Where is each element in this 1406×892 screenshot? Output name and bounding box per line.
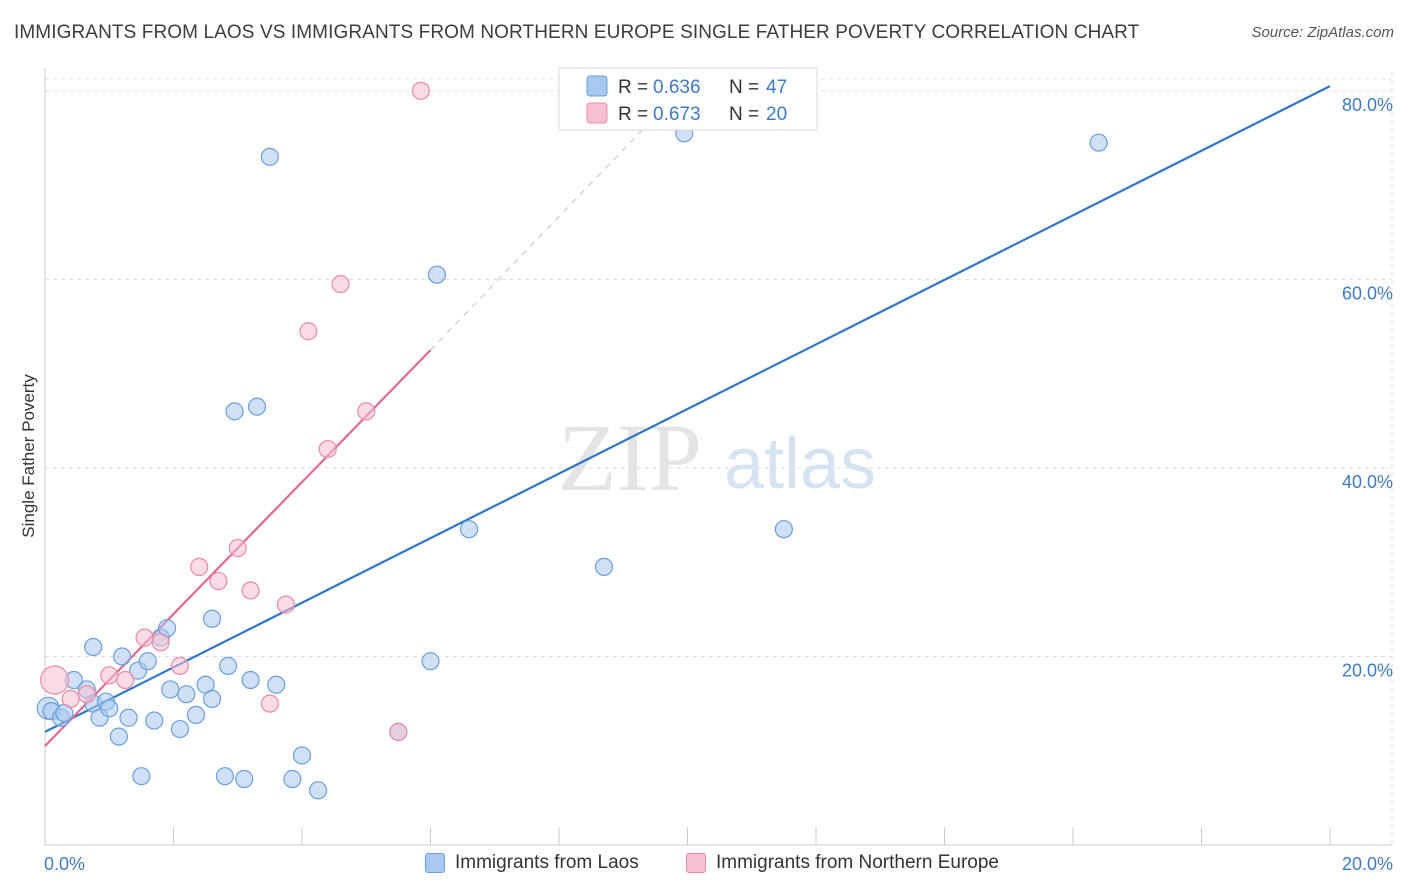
legend-swatch-laos-bottom — [425, 853, 445, 873]
northern-europe-point-19 — [411, 81, 430, 100]
y-tick-label-40: 40.0% — [1342, 472, 1393, 492]
laos-point-41 — [459, 520, 479, 539]
northern-europe-point-13 — [276, 595, 296, 614]
northern-europe-point-4 — [116, 670, 135, 690]
laos-point-34 — [267, 675, 286, 694]
data-points — [36, 81, 1108, 800]
legend-n-value-northern-europe: 20 — [766, 104, 787, 125]
northern-europe-point-5 — [135, 628, 154, 647]
northern-europe-point-18 — [389, 722, 408, 741]
legend-r-label-northern-europe: R = — [618, 104, 648, 125]
laos-point-15 — [132, 767, 151, 786]
laos-point-28 — [219, 656, 238, 675]
y-tick-label-20: 20.0% — [1342, 660, 1393, 680]
laos-point-20 — [161, 680, 180, 699]
laos-point-21 — [170, 719, 190, 739]
laos-point-44 — [774, 520, 793, 539]
northern-europe-point-9 — [209, 571, 228, 591]
legend-item-northern-europe: Immigrants from Northern Europe — [686, 852, 999, 874]
watermark: ZIP atlas — [558, 404, 876, 511]
laos-point-12 — [112, 647, 132, 666]
y-tick-label-60: 60.0% — [1342, 283, 1393, 303]
northern-europe-point-15 — [318, 439, 337, 459]
northern-europe-point-11 — [241, 581, 260, 600]
legend-series: Immigrants from Laos Immigrants from Nor… — [0, 852, 1406, 878]
northern-europe-point-14 — [299, 322, 318, 341]
source-note: Source: ZipAtlas.com — [1251, 24, 1394, 41]
laos-point-37 — [308, 781, 328, 800]
legend-n-label-laos: N = — [729, 77, 759, 98]
x-tick-label-0: 0.0% — [44, 854, 85, 874]
laos-point-23 — [186, 705, 206, 725]
northern-europe-point-6 — [151, 633, 170, 652]
grid-lines — [45, 72, 1393, 845]
legend-r-value-northern-europe: 0.673 — [653, 104, 701, 125]
laos-point-31 — [241, 670, 260, 690]
northern-europe-point-2 — [77, 685, 96, 704]
northern-europe-point-3 — [100, 666, 119, 685]
northern-europe-point-1 — [61, 689, 80, 708]
legend-label-laos: Immigrants from Laos — [455, 852, 639, 873]
legend-label-northern-europe: Immigrants from Northern Europe — [716, 852, 999, 873]
laos-point-25 — [202, 689, 222, 708]
legend-r-label-laos: R = — [618, 77, 648, 98]
legend-n-value-laos: 47 — [766, 77, 787, 98]
laos-point-42 — [594, 557, 614, 577]
chart-title: IMMIGRANTS FROM LAOS VS IMMIGRANTS FROM … — [14, 22, 1140, 43]
northern-europe-point-7 — [170, 656, 190, 675]
northern-europe-point-16 — [331, 275, 350, 294]
watermark-zip: ZIP — [558, 404, 702, 511]
northern-europe-point-17 — [357, 402, 376, 421]
laos-point-36 — [292, 746, 312, 765]
laos-point-13 — [119, 708, 138, 727]
laos-point-40 — [427, 265, 447, 284]
laos-point-26 — [202, 609, 222, 628]
laos-point-16 — [138, 652, 157, 671]
tick-labels: 20.0% 40.0% 60.0% 80.0% 0.0% 20.0% — [44, 95, 1393, 874]
laos-point-45 — [1089, 133, 1108, 152]
laos-point-27 — [215, 767, 234, 786]
laos-point-17 — [145, 711, 164, 730]
watermark-atlas: atlas — [724, 424, 876, 504]
laos-point-32 — [247, 397, 267, 416]
northern-europe-point-12 — [260, 694, 279, 713]
laos-point-30 — [235, 769, 254, 789]
laos-point-39 — [421, 652, 440, 671]
laos-point-11 — [109, 727, 128, 746]
legend-swatch-northern-europe-bottom — [686, 853, 706, 873]
y-tick-label-80: 80.0% — [1342, 95, 1393, 115]
laos-point-35 — [283, 769, 302, 789]
northern-europe-point-0 — [40, 665, 70, 695]
laos-point-22 — [177, 685, 196, 704]
legend-swatch-northern-europe — [586, 102, 608, 124]
laos-point-33 — [260, 147, 279, 166]
x-tick-label-20: 20.0% — [1342, 854, 1393, 874]
axes — [44, 68, 1392, 846]
y-axis-label: Single Father Poverty — [19, 374, 38, 538]
legend-n-label-northern-europe: N = — [729, 104, 759, 125]
northern-europe-point-8 — [190, 557, 209, 577]
legend-item-laos: Immigrants from Laos — [425, 852, 639, 874]
trend-extension-1 — [430, 109, 663, 351]
laos-point-10 — [100, 699, 119, 718]
northern-europe-point-10 — [228, 538, 247, 558]
trend-line-0 — [44, 85, 1331, 733]
legend-r-value-laos: 0.636 — [653, 77, 701, 98]
laos-point-29 — [225, 402, 244, 421]
legend-swatch-laos — [586, 75, 608, 97]
laos-point-7 — [84, 637, 103, 657]
legend-correlation: R = 0.636 N = 47 R = 0.673 N = 20 — [558, 67, 818, 131]
